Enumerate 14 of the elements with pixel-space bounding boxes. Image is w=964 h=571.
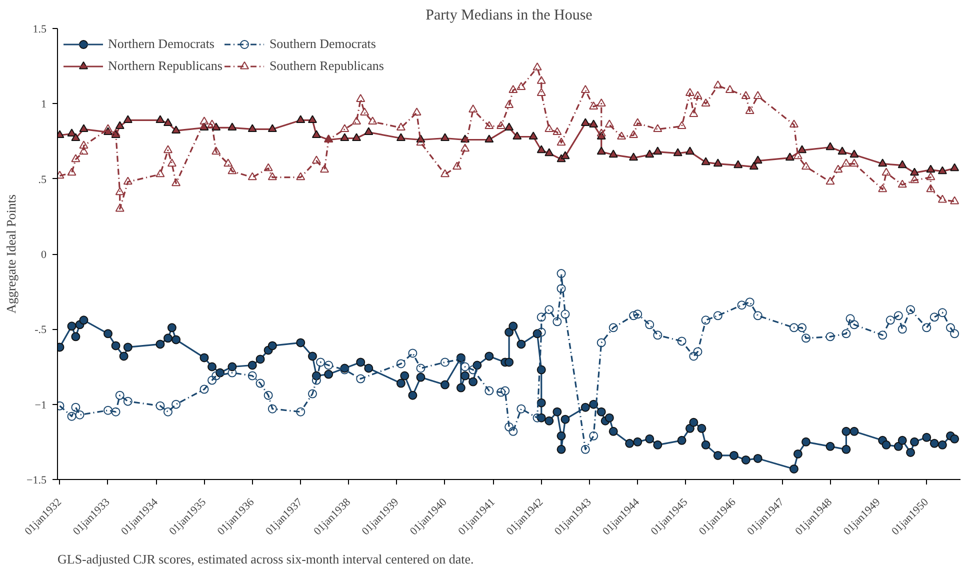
legend-label: Northern Republicans [108,58,222,74]
y-tick-label: 1.5 [32,24,47,36]
text: GLS-adjusted CJR scores, estimated across six-month interval centered on date. [58,552,474,566]
legend-label: Southern Republicans [269,58,384,74]
y-tick-label: −1 [34,399,47,412]
legend-label: Southern Democrats [269,36,376,52]
y-tick-label: −1.5 [26,474,47,486]
y-tick-label: 0 [41,249,47,261]
y-tick-label: -.5 [34,324,47,336]
y-tick-label: 1 [41,98,46,111]
legend-label: Northern Democrats [108,36,214,52]
y-tick-label: .5 [38,174,47,186]
y-axis-title: Aggregate Ideal Points [4,194,19,314]
chart-title: Party Medians in the House [426,8,593,24]
